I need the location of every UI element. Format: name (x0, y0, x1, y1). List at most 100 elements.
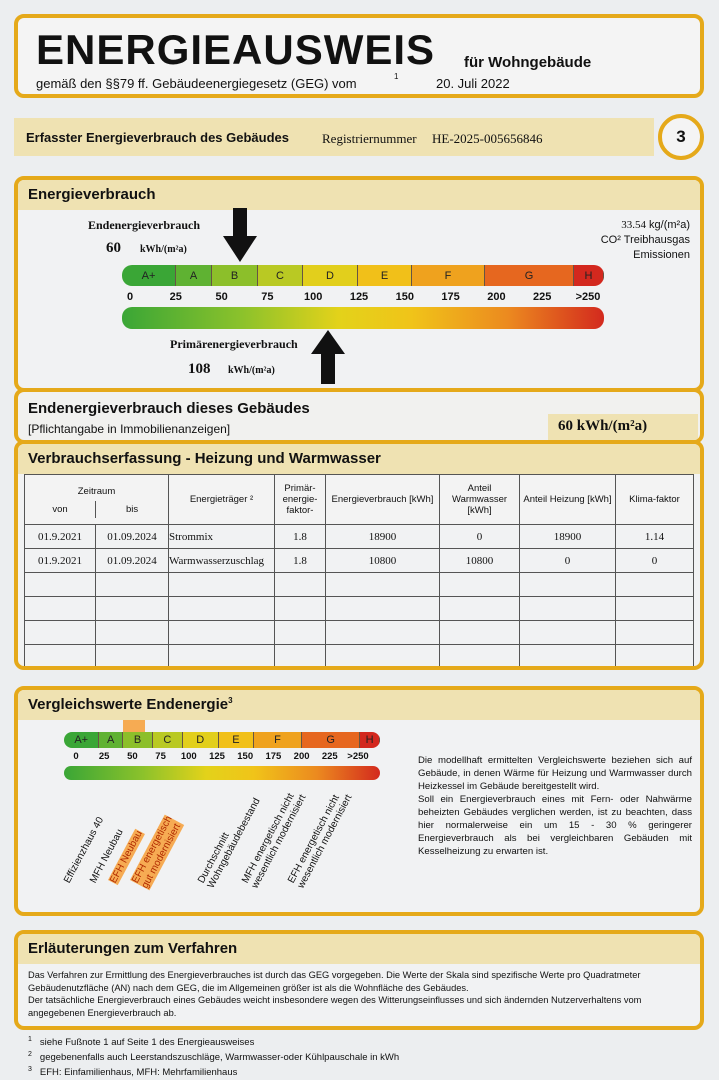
consumption-header: Energieverbrauch [kWh] (325, 474, 440, 525)
scale-tick: 100 (304, 291, 323, 303)
table-cell (325, 644, 440, 666)
registry-strip: Erfasster Energieverbrauch des Gebäudes … (14, 118, 654, 156)
co2-label-2: Emissionen (633, 249, 690, 261)
scale-tick: 75 (155, 751, 166, 762)
co2-label: CO² Treibhausgas (600, 234, 690, 246)
comparison-class-scale: A+ A B C D E F G H (64, 732, 380, 748)
energy-class-b: B (212, 265, 258, 286)
energy-class-e: E (218, 732, 255, 748)
footnote: 1 siehe Fußnote 1 auf Seite 1 des Energie… (28, 1034, 399, 1049)
heating-header: Anteil Heizung [kWh] (519, 474, 616, 525)
footnote-mark: 3 (28, 1066, 32, 1074)
energy-class-c: C (258, 265, 303, 286)
energy-class-c: C (153, 732, 183, 748)
table-cell (439, 644, 520, 666)
carrier-header: Energieträger ² (168, 474, 275, 525)
energy-class-a-plus: A+ (122, 265, 176, 286)
co2-number: 33.54 (621, 219, 646, 231)
scale-tick: 75 (261, 291, 274, 303)
registry-number: HE-2025-005656846 (432, 131, 543, 146)
table-cell (439, 596, 520, 621)
primary-energy-label: Primärenergieverbrauch (170, 337, 298, 351)
table-cell: 1.8 (274, 548, 326, 573)
table-cell: 1.8 (274, 524, 326, 549)
end-energy-unit: kWh/(m²a) (140, 244, 187, 255)
table-row (24, 596, 694, 621)
footnote-mark: 1 (28, 1036, 32, 1043)
period-header: Zeitraum von bis (24, 474, 169, 525)
comparison-section: Vergleichswerte Endenergie3 A+ A B C D E F G H 0… (14, 686, 704, 916)
page-number: 3 (676, 127, 686, 146)
primary-energy-value: 108 (188, 361, 211, 377)
table-cell: 18900 (325, 524, 440, 549)
table-cell (168, 572, 275, 597)
table-cell (24, 572, 96, 597)
table-row (24, 644, 694, 666)
section-title: Vergleichswerte Endenergie3 (18, 690, 700, 720)
section-title: Energieverbrauch (18, 180, 700, 210)
scale-tick: 175 (265, 751, 282, 762)
co2-unit: kg/(m²a) (649, 219, 690, 231)
explanation-paragraph-1: Das Verfahren zur Ermittlung des Energie… (28, 970, 641, 993)
energy-class-f: F (412, 265, 485, 286)
table-row (24, 620, 694, 645)
table-cell (439, 572, 520, 597)
end-energy-label: Endenergieverbrauch (88, 218, 200, 232)
table-cell (519, 572, 616, 597)
energy-class-g: G (485, 265, 574, 286)
explanation-text: Das Verfahren zur Ermittlung des Energie… (18, 964, 700, 1024)
table-cell (24, 620, 96, 645)
energy-consumption-section: Energieverbrauch Endenergieverbrauch 60 … (14, 176, 704, 392)
table-cell: 1.14 (615, 524, 694, 549)
footnote-mark: 2 (28, 1051, 32, 1059)
table-cell (519, 644, 616, 666)
comparison-paragraph-2: Soll ein Energieverbrauch eines mit Fern… (418, 794, 692, 857)
energy-class-a: A (99, 732, 123, 748)
section-title: Erläuterungen zum Verfahren (18, 934, 700, 964)
table-cell (274, 596, 326, 621)
scale-tick: 150 (395, 291, 414, 303)
scale-tick: 100 (180, 751, 197, 762)
document-subtitle: für Wohngebäude (464, 54, 592, 71)
scale-tick: 0 (126, 291, 134, 303)
scale-tick: 200 (487, 291, 506, 303)
table-cell: 0 (439, 524, 520, 549)
table-row: 01.9.2021 01.09.2024 Warmwasserzuschlag 1.8… (24, 548, 694, 573)
table-cell (168, 596, 275, 621)
comparison-text: Die modellhaft ermittelten Vergleichswer… (418, 754, 692, 858)
building-end-energy-title: Endenergieverbrauch dieses Gebäudes (28, 400, 310, 417)
table-cell: 10800 (325, 548, 440, 573)
title-box: ENERGIEAUSWEIS für Wohngebäude gemäß den… (14, 14, 704, 98)
energy-gradient-bar (122, 307, 604, 329)
table-cell (274, 620, 326, 645)
table-cell: 01.09.2024 (95, 524, 169, 549)
comparison-label: EFH energetisch gut modernisiert (130, 814, 185, 891)
end-energy-value: 60 (106, 240, 121, 256)
table-header-row: Zeitraum von bis Energieträger ² Primär-en… (24, 474, 694, 525)
energy-class-f: F (254, 732, 302, 748)
scale-tick: 125 (349, 291, 369, 303)
table-cell: 0 (519, 548, 616, 573)
table-cell (615, 596, 694, 621)
registry-number-label: Registriernummer (322, 131, 417, 146)
footnote-text: EFH: Einfamilienhaus, MFH: Mehrfamilienh… (39, 1067, 238, 1079)
scale-tick: >250 (575, 291, 601, 303)
table-cell (519, 596, 616, 621)
comparison-title: Vergleichswerte Endenergie (28, 696, 229, 713)
scale-tick: 0 (73, 751, 79, 762)
table-row: 01.9.2021 01.09.2024 Strommix 1.8 18900 0 1890… (24, 524, 694, 549)
footnote: 2 gegebenenfalls auch Leerstandszuschläge… (28, 1049, 399, 1064)
scale-tick: 125 (209, 751, 225, 762)
comparison-gradient-bar (64, 766, 380, 780)
primary-energy-unit: kWh/(m²a) (228, 365, 275, 376)
scale-tick: 225 (321, 751, 338, 762)
scale-tick: 50 (127, 751, 138, 762)
scale-tick: 225 (533, 291, 552, 303)
table-cell (615, 620, 694, 645)
energy-class-h: H (360, 732, 380, 748)
table-cell: 0 (615, 548, 694, 573)
table-cell (95, 620, 169, 645)
scale-tick: 50 (215, 291, 228, 303)
footnote-text: siehe Fußnote 1 auf Seite 1 des Energiea… (39, 1037, 255, 1049)
table-cell (325, 596, 440, 621)
